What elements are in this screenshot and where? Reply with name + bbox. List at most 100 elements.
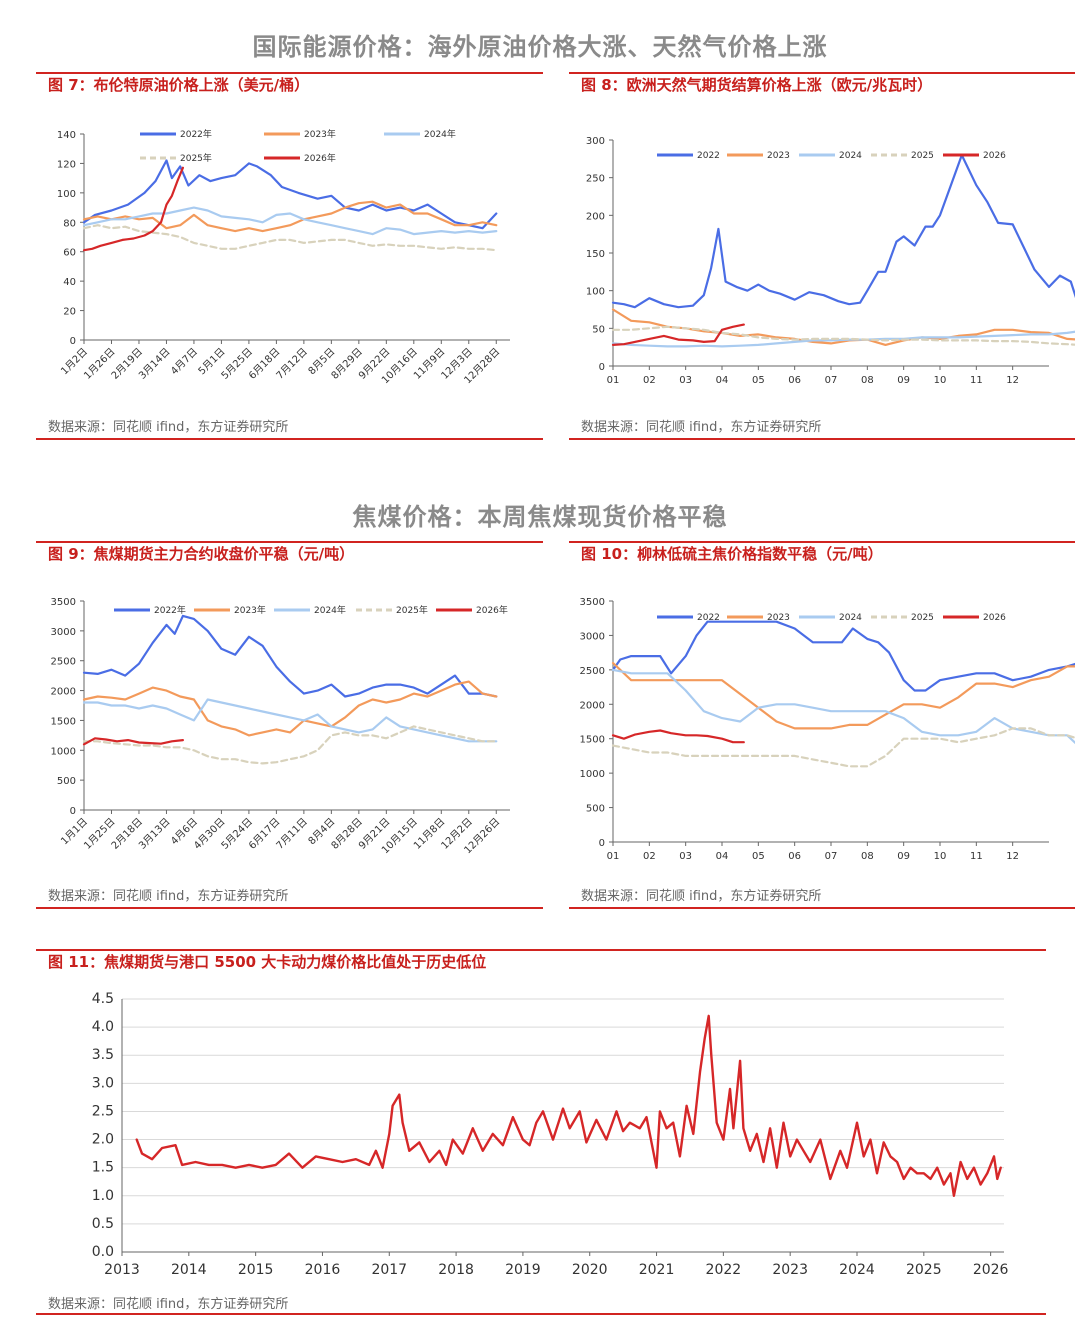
fig8-xtick-label: 06 [788,375,801,386]
fig11-ytick-label: 2.0 [92,1132,114,1148]
fig8-legend-label: 2026 [983,151,1006,161]
fig7-series-line-2024年 [82,206,498,236]
fig7-legend-label: 2024年 [424,128,456,140]
figure-10-panel: 图 10：柳林低硫主焦价格指数平稳（元/吨） 0 500 1000 1500 2000 2… [569,541,1075,909]
fig10-xtick-label: 11 [970,851,983,862]
fig8-legend-item: 2024 [799,151,862,161]
fig10-ytick-label: 0 [599,838,605,849]
fig10-legend-label: 2025 [911,613,934,623]
fig10-legend-item: 2022 [657,613,720,623]
fig9-series-line-2024年 [82,698,498,743]
fig8-legend-item: 2026 [943,151,1006,161]
figure-11-chart: 0.0 0.5 1.0 1.5 2.0 2.5 3.0 3.5 4.0 4.5 2013 2014 20… [92,991,1009,1278]
fig8-legend-label: 2023 [767,151,790,161]
fig7-legend-item: 2025年 [140,152,212,164]
fig10-legend-label: 2022 [697,613,720,623]
fig9-legend-label: 2023年 [234,604,266,616]
fig7-ytick-label: 0 [70,336,76,347]
fig10-ytick-label: 500 [586,804,605,815]
fig10-series-line-2025 [611,727,1075,768]
fig10-legend-label: 2024 [839,613,862,623]
figure-11-source: 数据来源：同花顺 ifind，东方证券研究所 [48,1297,289,1312]
figure-7-panel: 图 7：布伦特原油价格上涨（美元/桶） 0 20 40 60 80 100 120 140 1月… [36,72,543,440]
fig8-legend-label: 2024 [839,151,862,161]
fig10-xtick-label: 04 [716,851,729,862]
figure-10-top-rule [569,541,1075,543]
fig10-series-line-2023 [611,661,1075,730]
fig10-ytick-label: 3500 [580,597,605,608]
fig8-series-line-2026 [611,323,745,346]
figure-9-bottom-rule [36,907,543,909]
fig8-xtick-label: 10 [934,375,947,386]
fig7-series-line-2023年 [82,200,498,233]
fig7-legend-label: 2023年 [304,128,336,140]
fig11-ytick-label: 1.5 [92,1160,114,1176]
figure-9-chart: 05001000150020002500300035001月1日1月25日2月1… [51,597,510,856]
figure-7-top-rule [36,72,543,74]
fig8-legend-item: 2023 [727,151,790,161]
fig11-xtick-label: 2024 [839,1262,875,1278]
fig11-ytick-label: 3.5 [92,1047,114,1063]
figure-11-bottom-rule [36,1313,1046,1315]
fig11-ytick-label: 0.0 [92,1244,114,1260]
fig11-ytick-label: 1.0 [92,1188,114,1204]
fig8-xtick-label: 05 [752,375,765,386]
figure-10-title: 图 10：柳林低硫主焦价格指数平稳（元/吨） [581,545,883,563]
fig8-xtick-label: 11 [970,375,983,386]
fig11-ytick-label: 2.5 [92,1103,114,1119]
fig11-xtick-label: 2022 [706,1262,742,1278]
figure-10-source: 数据来源：同花顺 ifind，东方证券研究所 [581,889,822,904]
fig10-xtick-label: 06 [788,851,801,862]
figure-11-panel: 图 11：焦煤期货与港口 5500 大卡动力煤价格比值处于历史低位 0.0 0.5… [36,949,1046,1315]
energy-section-heading: 国际能源价格：海外原油价格大涨、天然气价格上涨 [252,33,828,61]
fig8-ytick-label: 200 [586,211,605,222]
fig8-xtick-label: 01 [607,375,620,386]
fig8-legend-item: 2022 [657,151,720,161]
fig9-series-line-2023年 [82,680,498,737]
figure-9-source: 数据来源：同花顺 ifind，东方证券研究所 [48,889,289,904]
fig8-ytick-label: 100 [586,287,605,298]
fig10-series-line-2024 [611,668,1075,745]
fig8-ytick-label: 0 [599,362,605,373]
fig7-ytick-label: 40 [63,277,76,288]
fig10-ytick-label: 1500 [580,735,605,746]
fig11-ytick-label: 0.5 [92,1216,114,1232]
fig10-series-line-2026 [611,729,745,744]
fig8-legend-label: 2022 [697,151,720,161]
fig10-xtick-label: 07 [825,851,838,862]
fig7-ytick-label: 140 [57,130,76,141]
fig9-legend-label: 2025年 [396,604,428,616]
fig9-series-line-2026年 [82,737,184,746]
fig10-ytick-label: 2500 [580,666,605,677]
fig8-xtick-label: 08 [861,375,874,386]
fig8-series-line-2022 [611,153,1075,309]
fig8-legend-label: 2025 [911,151,934,161]
fig9-ytick-label: 3000 [51,627,76,638]
figure-7-bottom-rule [36,438,543,440]
fig9-legend-label: 2022年 [154,604,186,616]
fig10-xtick-label: 03 [679,851,692,862]
fig11-ytick-label: 4.0 [92,1019,114,1035]
fig10-xtick-label: 09 [897,851,910,862]
fig10-legend-item: 2025 [871,613,934,623]
fig7-legend-label: 2022年 [180,128,212,140]
fig7-ytick-label: 80 [63,218,76,229]
fig10-legend-item: 2023 [727,613,790,623]
fig8-ytick-label: 300 [586,136,605,147]
fig9-series-line-2022年 [82,614,498,698]
fig9-legend-label: 2024年 [314,604,346,616]
fig7-legend-item: 2023年 [264,128,336,140]
fig9-legend-item: 2025年 [356,604,428,616]
figure-8-chart: 0 50 100 150 200 250 300 01 02 03 04 05 06 07 08 09 10 11… [586,136,1075,386]
fig10-xtick-label: 05 [752,851,765,862]
fig8-ytick-label: 150 [586,249,605,260]
fig7-series-line-2022年 [82,159,498,230]
fig9-legend-item: 2024年 [274,604,346,616]
coke-section-heading: 焦煤价格：本周焦煤现货价格平稳 [352,503,728,531]
fig7-ytick-label: 100 [57,189,76,200]
fig10-ytick-label: 2000 [580,700,605,711]
fig11-xtick-label: 2021 [639,1262,675,1278]
fig7-legend-label: 2026年 [304,152,336,164]
fig11-xtick-label: 2023 [772,1262,808,1278]
fig10-xtick-label: 08 [861,851,874,862]
